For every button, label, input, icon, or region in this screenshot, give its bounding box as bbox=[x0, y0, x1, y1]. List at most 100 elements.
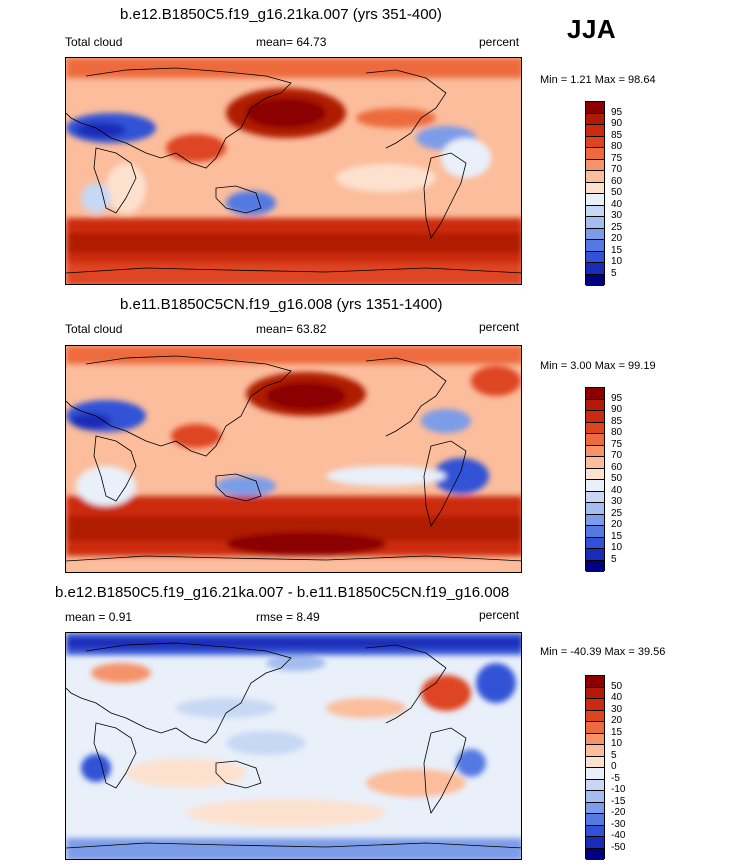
colorbar-2-label: 5 bbox=[611, 553, 617, 565]
colorbar-3-label: 15 bbox=[611, 726, 623, 738]
colorbar-2-label: 10 bbox=[611, 542, 623, 553]
panel-1-mean: mean= 64.73 bbox=[256, 35, 327, 49]
colorbar-3-swatch bbox=[586, 710, 604, 722]
colorbar-1-swatch bbox=[586, 182, 604, 194]
colorbar-2-label: 25 bbox=[611, 507, 623, 519]
panel-3-coastlines bbox=[66, 642, 521, 849]
panel-2-minmax: Min = 3.00 Max = 99.19 bbox=[540, 360, 656, 372]
colorbar-3-label: 50 bbox=[611, 680, 623, 692]
colorbar-2-swatch bbox=[586, 549, 604, 561]
panel-3-map bbox=[65, 632, 522, 860]
colorbar-1-label: 15 bbox=[611, 244, 623, 256]
panel-1-minmax: Min = 1.21 Max = 98.64 bbox=[540, 74, 656, 86]
colorbar-1-swatch bbox=[586, 194, 604, 206]
colorbar-1-swatch bbox=[586, 263, 604, 275]
colorbar-1-label: 30 bbox=[611, 210, 623, 221]
colorbar-1-label: 85 bbox=[611, 129, 623, 141]
colorbar-1-label: 20 bbox=[611, 233, 623, 244]
colorbar-3-swatch bbox=[586, 733, 604, 745]
colorbar-1-label: 60 bbox=[611, 175, 623, 187]
colorbar-2-swatch bbox=[586, 514, 604, 526]
colorbar-3-swatch bbox=[586, 825, 604, 837]
panel-3-mean: mean = 0.91 bbox=[65, 610, 133, 624]
colorbar-1-label: 50 bbox=[611, 187, 623, 198]
colorbar-2-label: 75 bbox=[611, 438, 623, 450]
colorbar-1-label: 95 bbox=[611, 106, 623, 118]
colorbar-1-swatch bbox=[586, 240, 604, 252]
panel-2-mean: mean= 63.82 bbox=[256, 322, 327, 336]
colorbar-3-label: -20 bbox=[611, 807, 626, 818]
colorbar-1-swatch bbox=[586, 113, 604, 125]
colorbar-2-swatch bbox=[586, 445, 604, 457]
panel-3-rmse: rmse = 8.49 bbox=[256, 610, 320, 624]
panel-1-field-label: Total cloud bbox=[65, 35, 123, 49]
colorbar-2-label: 95 bbox=[611, 392, 623, 404]
colorbar-3-label: -5 bbox=[611, 772, 620, 784]
panel-2-colorbar bbox=[585, 387, 605, 572]
colorbar-2-label: 20 bbox=[611, 519, 623, 530]
colorbar-3-swatch bbox=[586, 699, 604, 711]
colorbar-1-label: 25 bbox=[611, 221, 623, 233]
colorbar-2-swatch bbox=[586, 491, 604, 503]
colorbar-1-swatch bbox=[586, 217, 604, 229]
colorbar-2-swatch bbox=[586, 468, 604, 480]
colorbar-2-label: 70 bbox=[611, 450, 623, 461]
colorbar-3-label: -40 bbox=[611, 830, 626, 841]
panel-1-map bbox=[65, 57, 522, 285]
panel-2-units: percent bbox=[479, 320, 520, 334]
colorbar-1-swatch bbox=[586, 125, 604, 137]
colorbar-3-swatch bbox=[586, 722, 604, 734]
panel-1-colorbar bbox=[585, 101, 605, 286]
colorbar-3-swatch bbox=[586, 802, 604, 814]
colorbar-1-label: 40 bbox=[611, 198, 623, 210]
colorbar-2-swatch bbox=[586, 560, 604, 572]
colorbar-2-swatch bbox=[586, 503, 604, 515]
colorbar-2-label: 30 bbox=[611, 496, 623, 507]
colorbar-1-label: 90 bbox=[611, 118, 623, 129]
colorbar-3-label: 20 bbox=[611, 715, 623, 726]
colorbar-3-swatch bbox=[586, 676, 604, 688]
colorbar-3-swatch bbox=[586, 837, 604, 849]
colorbar-3-swatch bbox=[586, 848, 604, 860]
colorbar-1-label: 75 bbox=[611, 152, 623, 164]
colorbar-3-swatch bbox=[586, 768, 604, 780]
colorbar-2-swatch bbox=[586, 399, 604, 411]
colorbar-3-swatch bbox=[586, 814, 604, 826]
colorbar-1-swatch bbox=[586, 228, 604, 240]
panel-1-units: percent bbox=[479, 35, 520, 49]
colorbar-1-label: 70 bbox=[611, 164, 623, 175]
colorbar-1-swatch bbox=[586, 251, 604, 263]
panel-2-map bbox=[65, 345, 522, 573]
panel-1-coastlines bbox=[66, 67, 521, 274]
colorbar-3-swatch bbox=[586, 756, 604, 768]
colorbar-3-label: -15 bbox=[611, 795, 626, 807]
panel-3-title: b.e12.B1850C5.f19_g16.21ka.007 - b.e11.B… bbox=[55, 584, 510, 601]
colorbar-3-label: 10 bbox=[611, 738, 623, 749]
panel-2-field-label: Total cloud bbox=[65, 322, 123, 336]
colorbar-3-label: 40 bbox=[611, 692, 623, 703]
colorbar-1-swatch bbox=[586, 205, 604, 217]
panel-2-coastlines bbox=[66, 355, 521, 562]
colorbar-3-swatch bbox=[586, 791, 604, 803]
colorbar-2-swatch bbox=[586, 457, 604, 469]
colorbar-1-label: 5 bbox=[611, 267, 617, 279]
colorbar-3-label: 0 bbox=[611, 761, 617, 772]
colorbar-1-swatch bbox=[586, 159, 604, 171]
colorbar-2-swatch bbox=[586, 526, 604, 538]
colorbar-2-swatch bbox=[586, 480, 604, 492]
colorbar-2-label: 80 bbox=[611, 427, 623, 438]
colorbar-2-label: 85 bbox=[611, 415, 623, 427]
colorbar-3-label: -10 bbox=[611, 784, 626, 795]
colorbar-2-swatch bbox=[586, 537, 604, 549]
colorbar-2-label: 50 bbox=[611, 473, 623, 484]
colorbar-1-swatch bbox=[586, 171, 604, 183]
colorbar-2-label: 40 bbox=[611, 484, 623, 496]
colorbar-2-label: 90 bbox=[611, 404, 623, 415]
colorbar-3-label: -30 bbox=[611, 818, 626, 830]
colorbar-3-swatch bbox=[586, 779, 604, 791]
colorbar-3-swatch bbox=[586, 745, 604, 757]
colorbar-3-swatch bbox=[586, 687, 604, 699]
panel-1-title: b.e12.B1850C5.f19_g16.21ka.007 (yrs 351-… bbox=[120, 6, 442, 23]
colorbar-1-label: 80 bbox=[611, 141, 623, 152]
colorbar-1-swatch bbox=[586, 274, 604, 286]
